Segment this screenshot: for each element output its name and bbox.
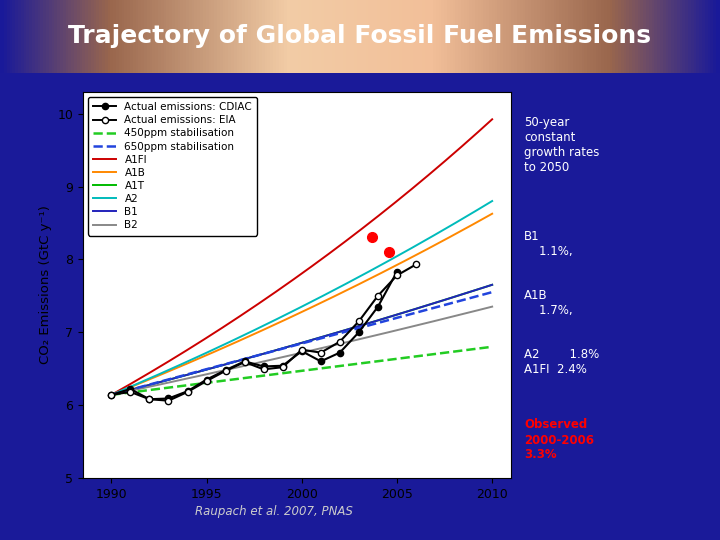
Y-axis label: CO₂ Emissions (GtC y⁻¹): CO₂ Emissions (GtC y⁻¹) [39,205,52,364]
Actual emissions: CDIAC: (2e+03, 7): CDIAC: (2e+03, 7) [354,329,363,335]
A1FI [333,245,341,251]
A1T [340,327,348,334]
B2 [452,312,461,319]
Text: 50-year
constant
growth rates
to 2050: 50-year constant growth rates to 2050 [524,116,600,174]
A2 [452,219,461,226]
Text: A1B
    1.7%,: A1B 1.7%, [524,289,573,317]
A1FI [340,239,348,245]
Actual emissions: CDIAC: (2e+03, 6.6): CDIAC: (2e+03, 6.6) [240,358,249,365]
Actual emissions: EIA: (2e+03, 7.15): EIA: (2e+03, 7.15) [354,318,363,325]
Actual emissions: CDIAC: (1.99e+03, 6.19): CDIAC: (1.99e+03, 6.19) [183,388,192,394]
A1FI [452,148,461,154]
Actual emissions: CDIAC: (2e+03, 7.83): CDIAC: (2e+03, 7.83) [392,268,401,275]
Actual emissions: CDIAC: (2e+03, 7.35): CDIAC: (2e+03, 7.35) [374,303,382,310]
A1FI [428,168,436,175]
A1B [334,291,343,298]
A1T [334,329,343,335]
Actual emissions: CDIAC: (2e+03, 6.54): CDIAC: (2e+03, 6.54) [279,362,287,369]
A1T [452,293,461,299]
Legend: Actual emissions: CDIAC, Actual emissions: EIA, 450ppm stabilisation, 650ppm sta: Actual emissions: CDIAC, Actual emission… [88,97,258,235]
A1T [428,300,436,307]
Actual emissions: EIA: (1.99e+03, 6.08): EIA: (1.99e+03, 6.08) [145,396,154,402]
Line: B1: B1 [112,285,492,395]
B1 [340,327,348,334]
Text: B1
    1.1%,: B1 1.1%, [524,230,573,258]
B1 [428,300,436,307]
Line: A1B: A1B [112,214,492,395]
A1B [333,292,341,299]
Actual emissions: CDIAC: (1.99e+03, 6.09): CDIAC: (1.99e+03, 6.09) [164,395,173,402]
B1 [334,329,343,335]
Actual emissions: EIA: (1.99e+03, 6.18): EIA: (1.99e+03, 6.18) [126,389,135,395]
B2 [488,303,497,310]
Actual emissions: EIA: (2e+03, 6.59): EIA: (2e+03, 6.59) [240,359,249,365]
Actual emissions: EIA: (2e+03, 6.33): EIA: (2e+03, 6.33) [202,378,211,384]
Text: Raupach et al. 2007, PNAS: Raupach et al. 2007, PNAS [194,505,353,518]
A1FI [108,391,117,397]
A1T [108,392,117,398]
Actual emissions: EIA: (2e+03, 6.87): EIA: (2e+03, 6.87) [336,339,344,345]
A1FI [334,244,343,250]
B1 [488,281,497,288]
A2 [340,281,348,288]
Actual emissions: CDIAC: (2e+03, 6.53): CDIAC: (2e+03, 6.53) [259,363,268,370]
A2 [334,285,343,291]
Actual emissions: CDIAC: (1.99e+03, 6.22): CDIAC: (1.99e+03, 6.22) [126,386,135,392]
B2 [108,392,117,398]
A2 [108,391,117,397]
Actual emissions: CDIAC: (2e+03, 6.48): CDIAC: (2e+03, 6.48) [221,367,230,373]
A1B [107,392,116,398]
B2 [107,392,116,398]
Line: A1T: A1T [112,285,492,395]
A2 [333,285,341,292]
Line: B2: B2 [112,307,492,395]
Actual emissions: CDIAC: (2e+03, 6.74): CDIAC: (2e+03, 6.74) [297,348,306,354]
Actual emissions: CDIAC: (2e+03, 6.72): CDIAC: (2e+03, 6.72) [336,349,344,356]
B2 [333,341,341,348]
B1 [333,329,341,336]
Text: A2        1.8%
A1FI  2.4%: A2 1.8% A1FI 2.4% [524,348,600,376]
A1T [333,329,341,336]
Line: A1FI: A1FI [112,119,492,395]
Actual emissions: CDIAC: (1.99e+03, 6.08): CDIAC: (1.99e+03, 6.08) [145,396,154,402]
A1B [428,243,436,249]
Actual emissions: EIA: (2e+03, 7.5): EIA: (2e+03, 7.5) [374,293,382,299]
Text: Trajectory of Global Fossil Fuel Emissions: Trajectory of Global Fossil Fuel Emissio… [68,24,652,49]
B1 [452,293,461,299]
Actual emissions: CDIAC: (2e+03, 6.6): CDIAC: (2e+03, 6.6) [317,358,325,365]
B2 [334,341,343,348]
A2 [428,233,436,240]
A1T [488,281,497,288]
Actual emissions: EIA: (2e+03, 6.49): EIA: (2e+03, 6.49) [259,366,268,373]
A1B [488,211,497,217]
Actual emissions: CDIAC: (2e+03, 6.35): CDIAC: (2e+03, 6.35) [202,376,211,383]
Actual emissions: EIA: (2e+03, 7.78): EIA: (2e+03, 7.78) [392,272,401,279]
Actual emissions: EIA: (2e+03, 6.72): EIA: (2e+03, 6.72) [317,349,325,356]
A1FI [107,392,116,398]
A1B [108,391,117,397]
Line: Actual emissions: EIA: Actual emissions: EIA [108,261,419,404]
B2 [428,319,436,325]
Actual emissions: EIA: (2.01e+03, 7.93): EIA: (2.01e+03, 7.93) [412,261,420,268]
Actual emissions: CDIAC: (1.99e+03, 6.14): CDIAC: (1.99e+03, 6.14) [107,392,116,398]
Actual emissions: EIA: (1.99e+03, 6.06): EIA: (1.99e+03, 6.06) [164,397,173,404]
B1 [107,392,116,398]
Actual emissions: EIA: (2e+03, 6.76): EIA: (2e+03, 6.76) [297,347,306,353]
B2 [340,340,348,346]
A1B [452,230,461,237]
Actual emissions: EIA: (2e+03, 6.52): EIA: (2e+03, 6.52) [279,364,287,370]
Actual emissions: EIA: (2e+03, 6.47): EIA: (2e+03, 6.47) [221,368,230,374]
A1FI [488,116,497,123]
A2 [107,392,116,398]
B1 [108,392,117,398]
Actual emissions: EIA: (1.99e+03, 6.18): EIA: (1.99e+03, 6.18) [183,389,192,395]
A2 [488,198,497,204]
A1T [107,392,116,398]
Text: Observed
2000-2006
3.3%: Observed 2000-2006 3.3% [524,418,594,462]
Line: Actual emissions: CDIAC: Actual emissions: CDIAC [108,268,400,402]
Line: A2: A2 [112,201,492,395]
Actual emissions: EIA: (1.99e+03, 6.14): EIA: (1.99e+03, 6.14) [107,392,116,398]
A1B [340,288,348,295]
